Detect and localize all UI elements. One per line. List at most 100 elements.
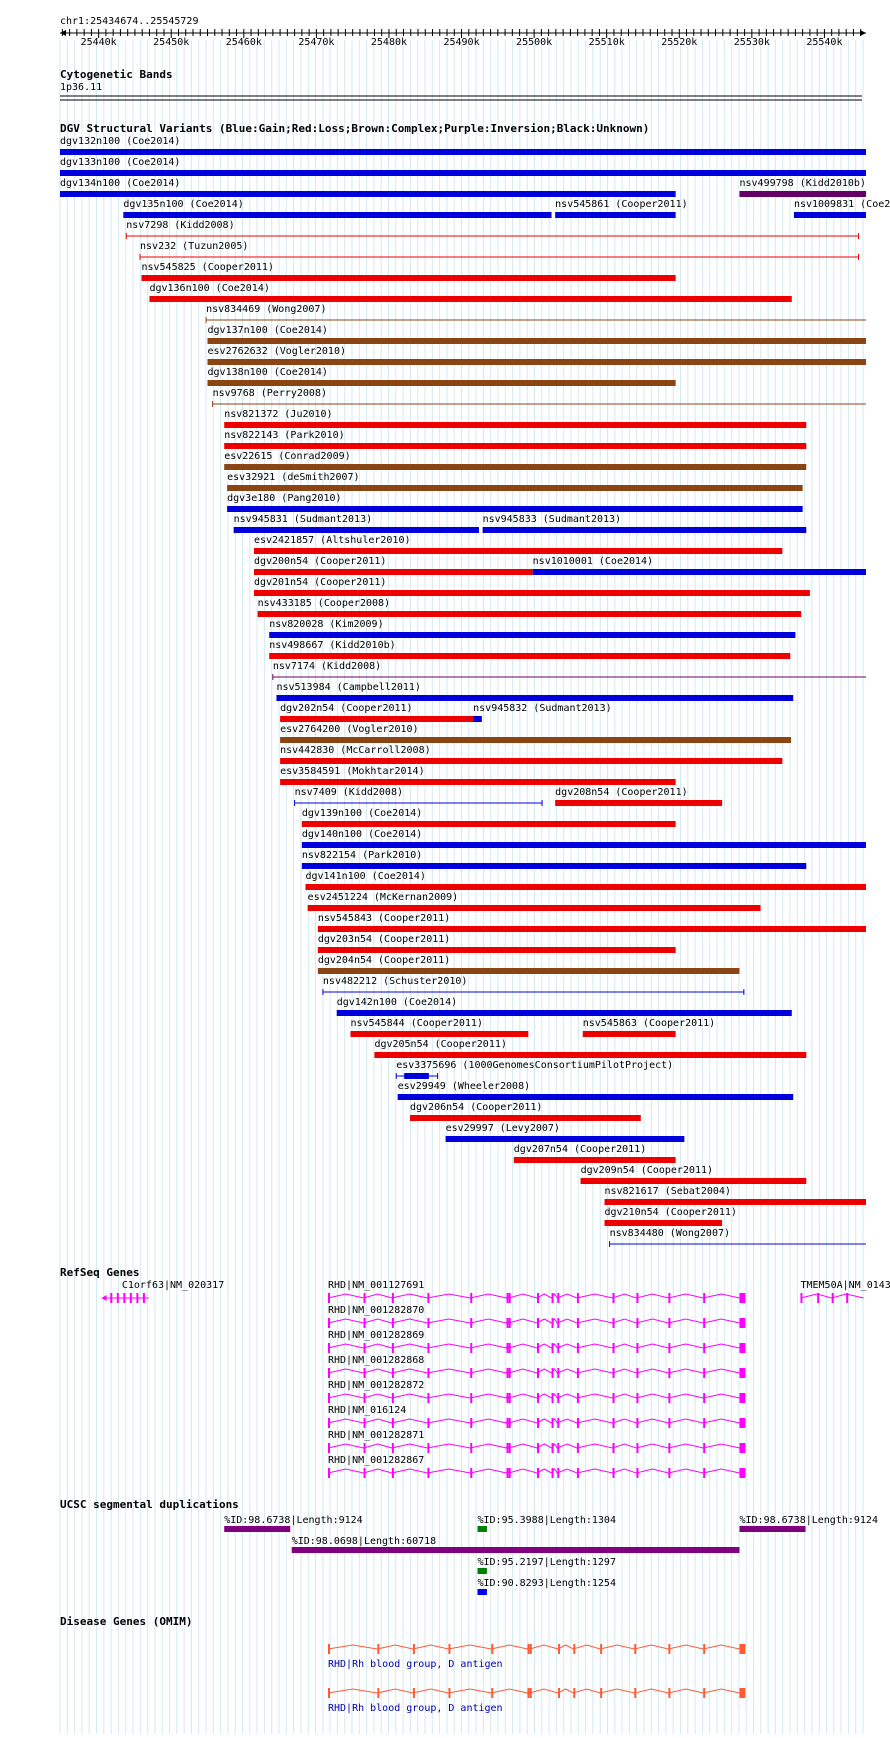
gene-exon [129, 1293, 132, 1303]
omim-exon [377, 1688, 380, 1698]
gene-exon [506, 1393, 509, 1403]
variant-label: dgv135n100 (Coe2014) [123, 199, 243, 210]
variant-bar [445, 1136, 685, 1142]
omim-exon [634, 1644, 637, 1654]
gene-utr-block [739, 1368, 746, 1378]
variant-bar [793, 212, 866, 218]
gene-exon [537, 1318, 540, 1328]
variant-label: nsv945831 (Sudmant2013) [234, 514, 372, 525]
variant-bar [532, 569, 866, 575]
gene-exon [668, 1418, 671, 1428]
variant-label: nsv945833 (Sudmant2013) [483, 514, 621, 525]
variant-bar [269, 653, 791, 659]
variant-bar [224, 443, 807, 449]
gene-exon [508, 1468, 511, 1478]
gene-exon [363, 1468, 366, 1478]
gene-exon [831, 1293, 834, 1303]
gene-exon [391, 1368, 394, 1378]
variant-label: esv2451224 (McKernan2009) [308, 892, 459, 903]
variant-label: nsv834469 (Wong2007) [206, 304, 326, 315]
gene-exon [576, 1418, 579, 1428]
gene-exon [636, 1468, 639, 1478]
variant-bar [224, 422, 807, 428]
gene-exon [612, 1468, 615, 1478]
gene-strand-arrow [101, 1295, 107, 1301]
segdup-label: %ID:95.3988|Length:1304 [478, 1515, 616, 1526]
variant-label: nsv545825 (Cooper2011) [141, 262, 273, 273]
ruler-tick-label: 25540k [806, 37, 842, 48]
variant-label: dgv208n54 (Cooper2011) [555, 787, 687, 798]
gene-exon [576, 1343, 579, 1353]
segdup-track[interactable]: %ID:98.6738|Length:9124 %ID:95.3988|Lengt… [224, 1515, 878, 1595]
gene-exon [427, 1343, 430, 1353]
gene-exon [576, 1293, 579, 1303]
gene-exon [612, 1318, 615, 1328]
gene-exon [391, 1443, 394, 1453]
variant-label: esv3375696 (1000GenomesConsortiumPilotPr… [396, 1060, 673, 1071]
gene-utr-block [739, 1293, 746, 1303]
gene-exon [327, 1368, 330, 1378]
gene-utr-block [739, 1443, 746, 1453]
gene-intron-line [327, 1367, 740, 1374]
gene-exon [363, 1318, 366, 1328]
gene-exon [537, 1443, 540, 1453]
gene-exon [636, 1318, 639, 1328]
gene-exon [363, 1368, 366, 1378]
variant-bar [224, 464, 807, 470]
variant-label: dgv137n100 (Coe2014) [208, 325, 328, 336]
omim-exon [558, 1688, 561, 1698]
segdup-label: %ID:98.6738|Length:9124 [740, 1515, 878, 1526]
omim-exon [491, 1688, 494, 1698]
segdup-bar [739, 1526, 806, 1532]
variant-bar [253, 569, 533, 575]
dgv-variants-track[interactable]: dgv132n100 (Coe2014) dgv133n100 (Coe2014)… [60, 136, 890, 1247]
gene-exon [391, 1468, 394, 1478]
gene-utr-block [739, 1343, 746, 1353]
gene-exon [537, 1468, 540, 1478]
dgv-track-title: DGV Structural Variants (Blue:Gain;Red:L… [60, 122, 649, 135]
gene-exon [557, 1468, 560, 1478]
omim-exon [573, 1688, 576, 1698]
omim-track[interactable]: RHD|Rh blood group, D antigen RHD|Rh bloo… [327, 1643, 746, 1714]
variant-label: nsv433185 (Cooper2008) [258, 598, 390, 609]
variant-label: nsv7174 (Kidd2008) [273, 661, 381, 672]
gene-exon [557, 1343, 560, 1353]
ruler-left-arrow [60, 30, 66, 36]
gene-exon [470, 1318, 473, 1328]
variant-bar [301, 821, 676, 827]
gene-exon [508, 1368, 511, 1378]
gene-exon [551, 1443, 554, 1453]
gene-utr-block [739, 1468, 746, 1478]
variant-label: dgv140n100 (Coe2014) [302, 829, 422, 840]
gene-intron-line [327, 1342, 740, 1349]
gene-exon [506, 1443, 509, 1453]
omim-intron-line [327, 1643, 740, 1650]
gene-exon [363, 1418, 366, 1428]
variant-bar [60, 191, 676, 197]
gene-exon [703, 1318, 706, 1328]
variant-bar [276, 695, 794, 701]
variant-label: dgv200n54 (Cooper2011) [254, 556, 386, 567]
gene-exon [508, 1418, 511, 1428]
gene-label: RHD|NM_001127691 [328, 1280, 424, 1291]
position-ruler[interactable]: 25440k 25450k 25460k 25470k 25480k 25490k 2550… [60, 29, 866, 48]
refseq-genes-track[interactable]: C1orf63|NM_020317 TMEM50A|NM_0143 RHD|NM_0… [101, 1280, 890, 1478]
ruler-right-arrow [860, 30, 866, 36]
omim-utr-block [739, 1688, 746, 1698]
gene-exon [427, 1393, 430, 1403]
variant-bar [207, 359, 867, 365]
variant-bar [473, 716, 482, 722]
omim-exon [668, 1644, 671, 1654]
variant-label: nsv545843 (Cooper2011) [318, 913, 450, 924]
gene-exon [116, 1293, 119, 1303]
variant-label: dgv139n100 (Coe2014) [302, 808, 422, 819]
variant-bar [513, 1157, 676, 1163]
segdup-bar [224, 1526, 291, 1532]
variant-label: dgv3e180 (Pang2010) [227, 493, 341, 504]
gene-exon [508, 1293, 511, 1303]
gene-exon [142, 1293, 145, 1303]
gene-exon [576, 1443, 579, 1453]
variant-bar [305, 884, 866, 890]
variant-bar [317, 947, 676, 953]
